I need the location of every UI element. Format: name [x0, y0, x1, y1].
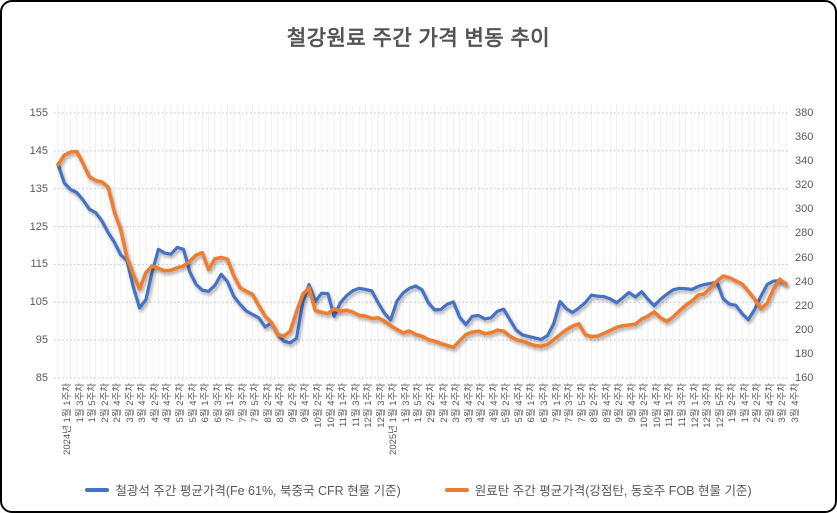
right-axis-tick-label: 240 [795, 275, 814, 288]
x-axis-tick-label: 5월 2주차 [174, 383, 186, 423]
x-axis-tick-label: 8월 2주차 [589, 383, 601, 423]
x-axis-tick-label: 2월 2주차 [752, 383, 764, 423]
x-axis-tick-label: 10월 2주차 [313, 383, 325, 428]
x-axis-tick-label: 12월 3주차 [702, 383, 714, 428]
legend-label-iron-ore: 철광석 주간 평균가격(Fe 61%, 북중국 CFR 현물 기준) [115, 484, 401, 498]
left-axis-tick-label: 125 [29, 220, 48, 233]
x-axis-tick-label: 10월 2주차 [639, 383, 651, 428]
x-axis-tick-label: 12월 5주차 [714, 383, 726, 428]
horizontal-gridlines [54, 112, 789, 379]
x-axis-tick-label: 10월 4주차 [325, 383, 337, 428]
x-axis-tick-label: 7월 1주차 [225, 383, 237, 423]
x-axis-tick-label: 3월 2주차 [124, 383, 136, 423]
x-axis-tick-label: 7월 5주차 [250, 383, 262, 423]
right-axis-tick-label: 220 [795, 299, 814, 312]
x-axis-tick-label: 8월 2주차 [262, 383, 274, 423]
x-axis-tick-label: 3월 4주차 [137, 383, 149, 423]
x-axis-tick-label: 11월 3주차 [350, 383, 362, 428]
x-axis-tick-label: 7월 3주차 [564, 383, 576, 423]
right-axis-tick-label: 340 [795, 155, 814, 168]
x-axis-tick-label: 4월 4주차 [488, 383, 500, 423]
x-axis-tick-label: 5월 4주차 [513, 383, 525, 423]
x-axis-tick-label: 3월 4주차 [463, 383, 475, 423]
x-axis-tick-label: 11월 3주차 [677, 383, 689, 428]
right-axis-tick-label: 360 [795, 131, 814, 144]
x-axis-tick-label: 11월 1주차 [338, 383, 350, 428]
x-axis-tick-label: 9월 4주차 [626, 383, 638, 423]
x-axis-tick-label: 10월 4주차 [651, 383, 663, 428]
right-axis-tick-label: 280 [795, 227, 814, 240]
x-axis-tick-label: 6월 3주차 [538, 383, 550, 423]
right-axis-tick-label: 180 [795, 347, 814, 360]
x-axis-tick-label: 2월 4주차 [112, 383, 124, 423]
x-axis-tick-label: 8월 4주차 [275, 383, 287, 423]
right-axis-tick-label: 380 [795, 107, 814, 119]
x-axis-tick-label: 4월 2주차 [476, 383, 488, 423]
x-axis-tick-label: 7월 3주차 [237, 383, 249, 423]
x-axis-tick-label: 1월 3주차 [74, 383, 86, 423]
left-axis-tick-label: 155 [29, 107, 48, 119]
chart-title: 철강원료 주간 가격 변동 추이 [286, 27, 551, 50]
series-lines [56, 149, 788, 350]
x-axis-tick-label: 4월 4주차 [162, 383, 174, 423]
left-axis-tick-label: 135 [29, 182, 48, 195]
legend-label-coking-coal: 원료탄 주간 평균가격(강점탄, 동호주 FOB 현물 기준) [474, 484, 752, 498]
x-axis-tick-label: 2월 2주차 [426, 383, 437, 423]
x-axis-tick-label: 2월 4주차 [764, 383, 776, 423]
right-axis-tick-label: 160 [795, 372, 814, 384]
x-axis-tick-label: 6월 3주차 [212, 383, 224, 423]
x-axis-tick-label: 6월 1주차 [200, 383, 212, 423]
x-axis-tick-label: 5월 2주차 [501, 383, 513, 423]
left-axis-tick-label: 115 [30, 258, 48, 271]
right-axis-tick-label: 200 [795, 323, 814, 336]
x-axis-tick-label: 1월 5주차 [413, 383, 425, 423]
left-axis-tick-label: 145 [29, 144, 48, 157]
legend-item-iron-ore: 철광석 주간 평균가격(Fe 61%, 북중국 CFR 현물 기준) [85, 480, 401, 499]
x-axis-tick-label: 4월 2주차 [149, 383, 161, 423]
x-axis-tick-label: 3월 2주차 [451, 383, 463, 423]
left-axis-tick-label: 105 [29, 296, 48, 309]
left-axis-tick-label: 95 [35, 334, 48, 347]
x-axis-tick-label: 1월 3주차 [400, 383, 412, 423]
x-axis-tick-label: 9월 2주차 [287, 383, 299, 423]
iron-ore-line-swatch-icon [85, 487, 110, 492]
x-axis-tick-label: 2월 4주차 [438, 383, 450, 423]
x-axis-tick-label: 6월 1주차 [526, 383, 538, 423]
x-axis-tick-label: 7월 1주차 [551, 383, 563, 423]
x-axis-tick-label: 2월 2주차 [99, 383, 111, 423]
right-axis-tick-label: 320 [795, 179, 814, 192]
x-axis-tick-label: 9월 2주차 [614, 383, 626, 423]
x-axis-tick-label: 3월 4주차 [790, 383, 801, 423]
x-axis-tick-label: 2024년 1월 1주차 [62, 383, 73, 455]
x-axis-tick-label: 1월 2주차 [727, 383, 739, 423]
x-axis-tick-label: 12월 1주차 [363, 383, 375, 428]
x-axis-tick-label: 9월 4주차 [300, 383, 312, 423]
x-axis-tick-label: 7월 5주차 [576, 383, 588, 423]
right-axis-tick-label: 300 [795, 203, 814, 216]
left-axis-tick-label: 85 [35, 372, 48, 384]
series-iron-ore-line [56, 162, 788, 345]
x-axis-tick-label: 12월 3주차 [375, 383, 387, 428]
x-axis-tick-label: 1월 4주차 [739, 383, 751, 423]
x-axis-tick-label: 12월 1주차 [689, 383, 701, 428]
x-axis-tick-label: 8월 4주차 [601, 383, 613, 423]
x-axis-tick-label: 3월 2주차 [777, 383, 789, 423]
series-coking-coal-line [56, 149, 788, 350]
x-axis-tick-label: 2025년 1월 1주차 [388, 383, 400, 455]
x-axis-tick-label: 11월 1주차 [664, 383, 676, 428]
x-axis-tick-label: 1월 5주차 [87, 383, 99, 423]
coking-coal-line-swatch-icon [444, 487, 469, 492]
x-axis-tick-label: 5월 4주차 [187, 383, 199, 423]
right-axis-tick-label: 260 [795, 251, 814, 264]
legend-item-coking-coal: 원료탄 주간 평균가격(강점탄, 동호주 FOB 현물 기준) [444, 480, 752, 499]
legend: 철광석 주간 평균가격(Fe 61%, 북중국 CFR 현물 기준) 원료탄 주… [2, 480, 835, 499]
